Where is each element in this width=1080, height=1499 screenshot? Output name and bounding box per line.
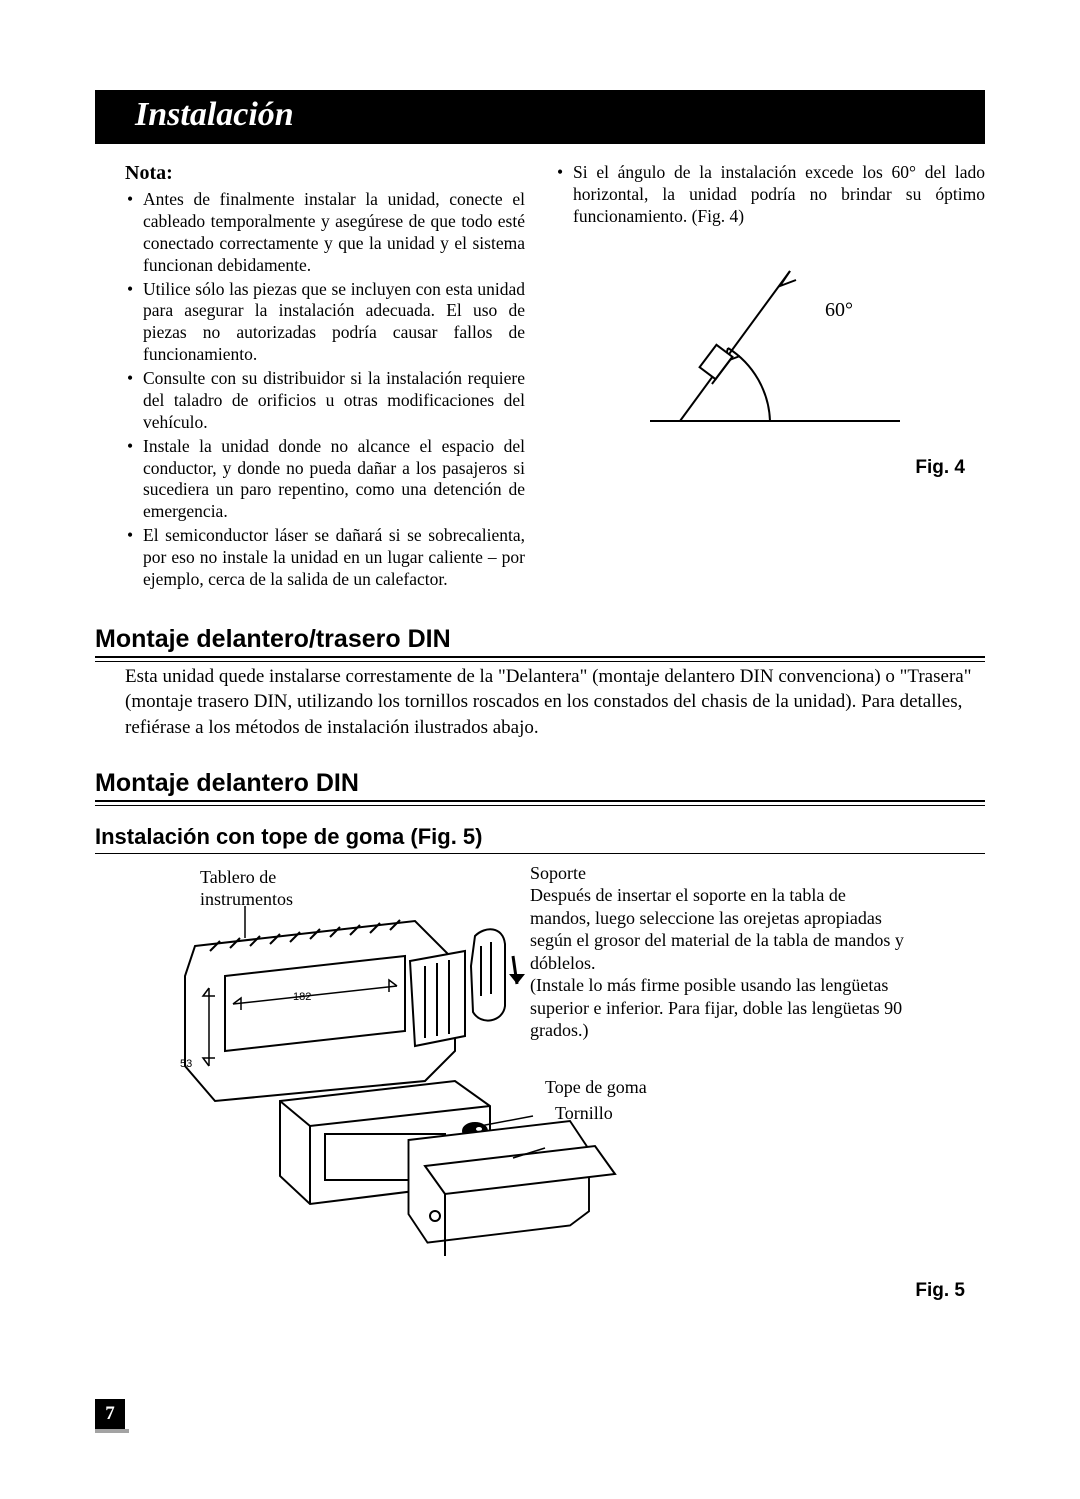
nota-left-item: Consulte con su distribuidor si la insta… (143, 368, 525, 434)
left-column: Nota: Antes de finalmente instalar la un… (95, 162, 525, 593)
fig5-label-tornillo: Tornillo (555, 1102, 613, 1125)
fig5-label-tablero: Tablero de instrumentos (200, 866, 340, 911)
figure-4-caption: Fig. 4 (555, 457, 985, 479)
fig5-label-tope: Tope de goma (545, 1076, 647, 1099)
angle-60-label: 60° (825, 299, 853, 321)
section-body-montaje-dt: Esta unidad quede instalarse correstamen… (125, 664, 985, 741)
fig5-dim-182: 182 (293, 991, 311, 1005)
page-header-title: Instalación (135, 96, 294, 133)
fig5-dim-53: 53 (180, 1058, 192, 1072)
nota-right-list: Si el ángulo de la instalación excede lo… (555, 162, 985, 228)
nota-heading: Nota: (125, 162, 525, 185)
figure-5-caption: Fig. 5 (915, 1280, 965, 1302)
section-heading-instalacion-goma: Instalación con tope de goma (Fig. 5) (95, 824, 985, 854)
two-column-layout: Nota: Antes de finalmente instalar la un… (95, 162, 985, 593)
nota-left-list: Antes de finalmente instalar la unidad, … (95, 189, 525, 591)
nota-right-item: Si el ángulo de la instalación excede lo… (573, 162, 985, 228)
nota-left-item: El semiconductor láser se dañará si se s… (143, 525, 525, 591)
page-header: Instalación (95, 90, 985, 144)
fig5-label-soporte: Soporte Después de insertar el soporte e… (530, 862, 910, 1042)
nota-left-item: Instale la unidad donde no alcance el es… (143, 436, 525, 524)
figure-5: Tablero de instrumentos 182 53 Soporte D… (95, 866, 985, 1296)
page-number: 7 (95, 1399, 125, 1429)
nota-left-item: Antes de finalmente instalar la unidad, … (143, 189, 525, 277)
nota-left-item: Utilice sólo las piezas que se incluyen … (143, 279, 525, 367)
section-heading-montaje-dt: Montaje delantero/trasero DIN (95, 625, 985, 658)
section-heading-montaje-d: Montaje delantero DIN (95, 769, 985, 802)
angle-diagram-icon: 60° (620, 246, 920, 446)
figure-4: 60° Fig. 4 (555, 246, 985, 479)
page-number-shadow (95, 1429, 129, 1433)
right-column: Si el ángulo de la instalación excede lo… (555, 162, 985, 593)
